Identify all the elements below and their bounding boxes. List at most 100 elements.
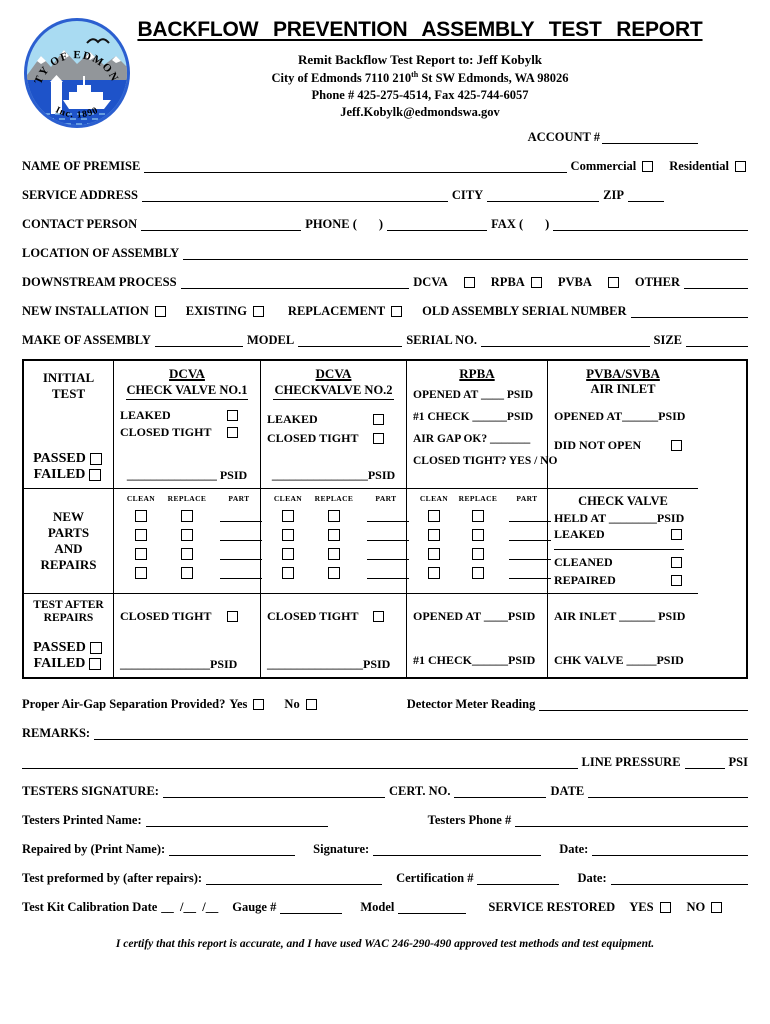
dcva1-clean-checkbox-1[interactable] (135, 510, 147, 523)
preformed-date-blank[interactable] (610, 874, 748, 886)
rpba-clean-checkbox-2[interactable] (428, 529, 440, 542)
dcva1-clean-checkbox-3[interactable] (135, 548, 147, 561)
initial-failed-checkbox[interactable] (89, 468, 102, 481)
pvba-checkbox[interactable] (607, 277, 619, 289)
city-blank[interactable] (487, 191, 600, 203)
size-blank[interactable] (686, 336, 748, 348)
rpba-replace-checkbox-2[interactable] (472, 529, 484, 542)
detector-meter-blank[interactable] (539, 700, 748, 712)
commercial-checkbox[interactable] (642, 161, 654, 173)
dcva1-replace-checkbox-1[interactable] (181, 510, 193, 523)
rpba-part-blank-4[interactable] (509, 570, 551, 580)
after-dcva1-closed-tight-checkbox[interactable] (227, 610, 238, 622)
rpba-clean-checkbox-4[interactable] (428, 567, 440, 580)
remarks-blank-2[interactable] (22, 758, 578, 770)
dcva2-clean-checkbox-1[interactable] (282, 510, 294, 523)
other-blank[interactable] (684, 278, 748, 290)
after-passed-checkbox[interactable] (89, 641, 102, 654)
dcva1-replace-checkbox-3[interactable] (181, 548, 193, 561)
dcva1-part-blank-3[interactable] (220, 551, 262, 561)
rpba-replace-checkbox-4[interactable] (472, 567, 484, 580)
dcva1-clean-checkbox-4[interactable] (135, 567, 147, 580)
repaired-date-blank[interactable] (592, 845, 748, 857)
after-chk-valve[interactable]: CHK VALVE _____PSID (554, 653, 684, 668)
dcva2-replace-checkbox-4[interactable] (328, 567, 340, 580)
after-dcva1-psid-blank[interactable]: _______________PSID (120, 657, 238, 672)
check-valve-cleaned-checkbox[interactable] (671, 556, 682, 568)
dcva1-replace-checkbox-2[interactable] (181, 529, 193, 542)
pvba-opened-at[interactable]: OPENED AT______PSID (554, 409, 686, 424)
air-gap-no-checkbox[interactable] (305, 699, 317, 711)
dcva1-replace-checkbox-4[interactable] (181, 567, 193, 580)
rpba-clean-checkbox-1[interactable] (428, 510, 440, 523)
name-of-premise-blank[interactable] (144, 162, 567, 174)
calibration-date-blanks[interactable]: __ /__ /__ (161, 900, 219, 915)
dcva2-closed-tight-checkbox[interactable] (373, 432, 384, 444)
after-air-inlet[interactable]: AIR INLET ______ PSID (554, 609, 686, 624)
check-valve-leaked-checkbox[interactable] (671, 528, 682, 540)
after-failed-checkbox[interactable] (89, 657, 102, 670)
signature-blank[interactable] (373, 845, 542, 857)
dcva1-part-blank-1[interactable] (220, 513, 262, 523)
rpba-checkbox[interactable] (530, 277, 542, 289)
old-serial-blank[interactable] (630, 307, 748, 319)
dcva1-closed-tight-checkbox[interactable] (227, 426, 238, 438)
location-of-assembly-blank[interactable] (183, 249, 748, 261)
rpba-part-blank-1[interactable] (509, 513, 551, 523)
dcva2-clean-checkbox-4[interactable] (282, 567, 294, 580)
make-blank[interactable] (154, 336, 243, 348)
rpba-air-gap[interactable]: AIR GAP OK? _______ (413, 433, 531, 446)
rpba-part-blank-3[interactable] (509, 551, 551, 561)
model-blank[interactable] (298, 336, 403, 348)
dcva-checkbox[interactable] (463, 277, 475, 289)
rpba-clean-checkbox-3[interactable] (428, 548, 440, 561)
phone-blank[interactable] (387, 220, 488, 232)
check-valve-held-at[interactable]: HELD AT ________PSID (554, 511, 685, 526)
after-rpba-opened-at[interactable]: OPENED AT ____PSID (413, 609, 536, 624)
rpba-closed-tight-question[interactable]: CLOSED TIGHT? YES / NO (413, 455, 558, 468)
service-restored-no-checkbox[interactable] (711, 902, 723, 914)
dcva2-replace-checkbox-3[interactable] (328, 548, 340, 561)
dcva1-leaked-checkbox[interactable] (227, 409, 238, 421)
check-valve-repaired-checkbox[interactable] (671, 574, 682, 586)
fax-blank[interactable] (553, 220, 748, 232)
gauge-blank[interactable] (280, 903, 343, 915)
dcva2-clean-checkbox-3[interactable] (282, 548, 294, 561)
dcva1-psid-blank[interactable]: _______________ PSID (126, 468, 248, 483)
cert-no-blank[interactable] (454, 787, 547, 799)
repaired-by-blank[interactable] (169, 845, 296, 857)
contact-person-blank[interactable] (141, 220, 302, 232)
downstream-process-blank[interactable] (180, 278, 410, 290)
dcva2-leaked-checkbox[interactable] (373, 413, 384, 425)
replacement-checkbox[interactable] (391, 306, 403, 318)
certification-blank[interactable] (477, 874, 560, 886)
service-address-blank[interactable] (141, 191, 448, 203)
dcva1-part-blank-2[interactable] (220, 532, 262, 542)
account-blank[interactable] (602, 133, 698, 145)
dcva2-replace-checkbox-1[interactable] (328, 510, 340, 523)
dcva2-part-blank-1[interactable] (367, 513, 409, 523)
model-blank-2[interactable] (398, 903, 467, 915)
line-pressure-blank[interactable] (684, 758, 725, 770)
after-rpba-check1[interactable]: #1 CHECK______PSID (413, 653, 536, 668)
remarks-blank[interactable] (94, 729, 748, 741)
testers-phone-blank[interactable] (515, 816, 748, 828)
dcva2-psid-blank[interactable]: ________________PSID (271, 468, 396, 483)
dcva1-clean-checkbox-2[interactable] (135, 529, 147, 542)
dcva2-part-blank-3[interactable] (367, 551, 409, 561)
dcva1-part-blank-4[interactable] (220, 570, 262, 580)
zip-blank[interactable] (628, 191, 664, 203)
rpba-check1[interactable]: #1 CHECK ______PSID (413, 411, 534, 424)
dcva2-replace-checkbox-2[interactable] (328, 529, 340, 542)
initial-passed-checkbox[interactable] (89, 452, 102, 465)
after-dcva2-psid-blank[interactable]: ________________PSID (267, 657, 391, 672)
air-gap-yes-checkbox[interactable] (253, 699, 265, 711)
testers-printed-name-blank[interactable] (145, 816, 328, 828)
dcva2-part-blank-4[interactable] (367, 570, 409, 580)
new-installation-checkbox[interactable] (154, 306, 166, 318)
service-restored-yes-checkbox[interactable] (659, 902, 671, 914)
existing-checkbox[interactable] (252, 306, 264, 318)
rpba-replace-checkbox-1[interactable] (472, 510, 484, 523)
residential-checkbox[interactable] (735, 161, 746, 173)
date-blank[interactable] (588, 787, 748, 799)
